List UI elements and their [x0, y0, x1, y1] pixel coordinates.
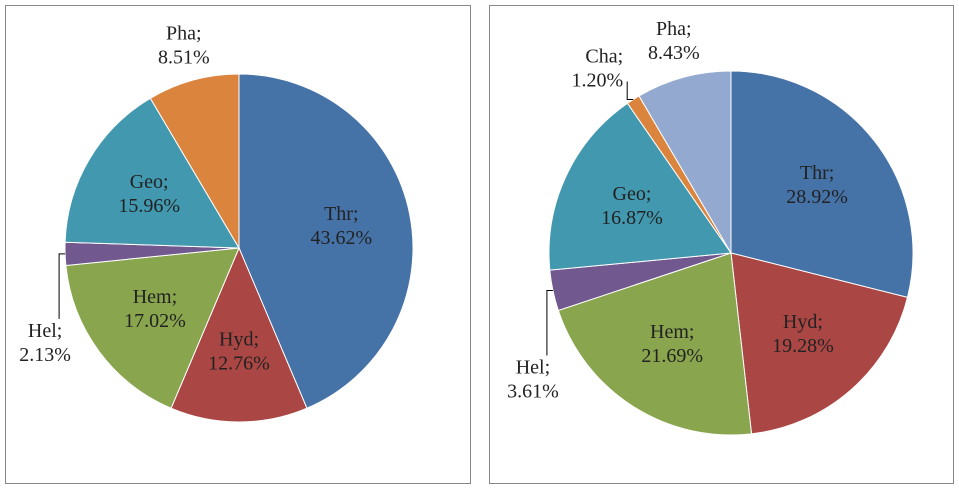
pie-slice	[730, 70, 914, 298]
label-category: Thr;	[324, 203, 358, 225]
label-category: Pha;	[166, 22, 202, 44]
label-value: 12.76%	[208, 352, 270, 374]
label-category: Geo;	[130, 170, 169, 192]
data-label: Hel; 3.61%	[507, 356, 559, 402]
data-label: Hel; 2.13%	[19, 319, 71, 365]
label-category: Hyd;	[219, 328, 259, 350]
pie-slice	[64, 97, 240, 249]
data-label: Geo; 15.96%	[118, 170, 180, 216]
data-label: Hyd; 12.76%	[208, 328, 270, 374]
label-value: 1.20%	[572, 69, 624, 91]
data-label: Hem; 21.69%	[641, 321, 703, 367]
label-category: Hyd;	[783, 311, 823, 333]
label-category: Cha;	[585, 45, 623, 67]
label-value: 15.96%	[118, 194, 180, 216]
data-label: Pha; 8.51%	[158, 22, 210, 68]
pie-slice	[149, 73, 240, 250]
leader-line	[546, 290, 553, 356]
label-value: 3.61%	[507, 380, 559, 402]
pie-slice	[170, 246, 308, 423]
label-category: Hem;	[650, 321, 694, 343]
pie-slice	[730, 252, 909, 435]
label-category: Hem;	[133, 286, 177, 308]
leader-line	[626, 81, 634, 101]
data-label: Thr; 43.62%	[310, 203, 372, 249]
data-label: Cha; 1.20%	[572, 45, 624, 91]
label-value: 19.28%	[772, 335, 834, 357]
pie-slice	[638, 70, 732, 255]
data-label: Geo; 16.87%	[601, 183, 663, 229]
data-label: Hem; 17.02%	[124, 286, 186, 332]
label-value: 8.51%	[158, 46, 210, 68]
label-category: Thr;	[800, 161, 834, 183]
pie-slice	[238, 73, 414, 409]
label-value: 2.13%	[19, 343, 71, 365]
label-category: Geo;	[613, 183, 652, 205]
label-value: 8.43%	[648, 42, 700, 64]
data-label: Pha; 8.43%	[648, 18, 700, 64]
data-label: Thr; 28.92%	[786, 161, 848, 207]
label-category: Pha;	[656, 18, 692, 40]
label-value: 17.02%	[124, 310, 186, 332]
label-value: 16.87%	[601, 207, 663, 229]
pie-slice	[557, 252, 753, 436]
pie-slice	[65, 247, 240, 409]
leader-line	[58, 253, 66, 319]
data-label: Hyd; 19.28%	[772, 311, 834, 357]
pie-slice	[548, 102, 732, 271]
label-value: 43.62%	[310, 227, 372, 249]
label-category: Hel;	[516, 356, 550, 378]
label-value: 28.92%	[786, 185, 848, 207]
label-value: 21.69%	[641, 345, 703, 367]
label-category: Hel;	[28, 319, 62, 341]
